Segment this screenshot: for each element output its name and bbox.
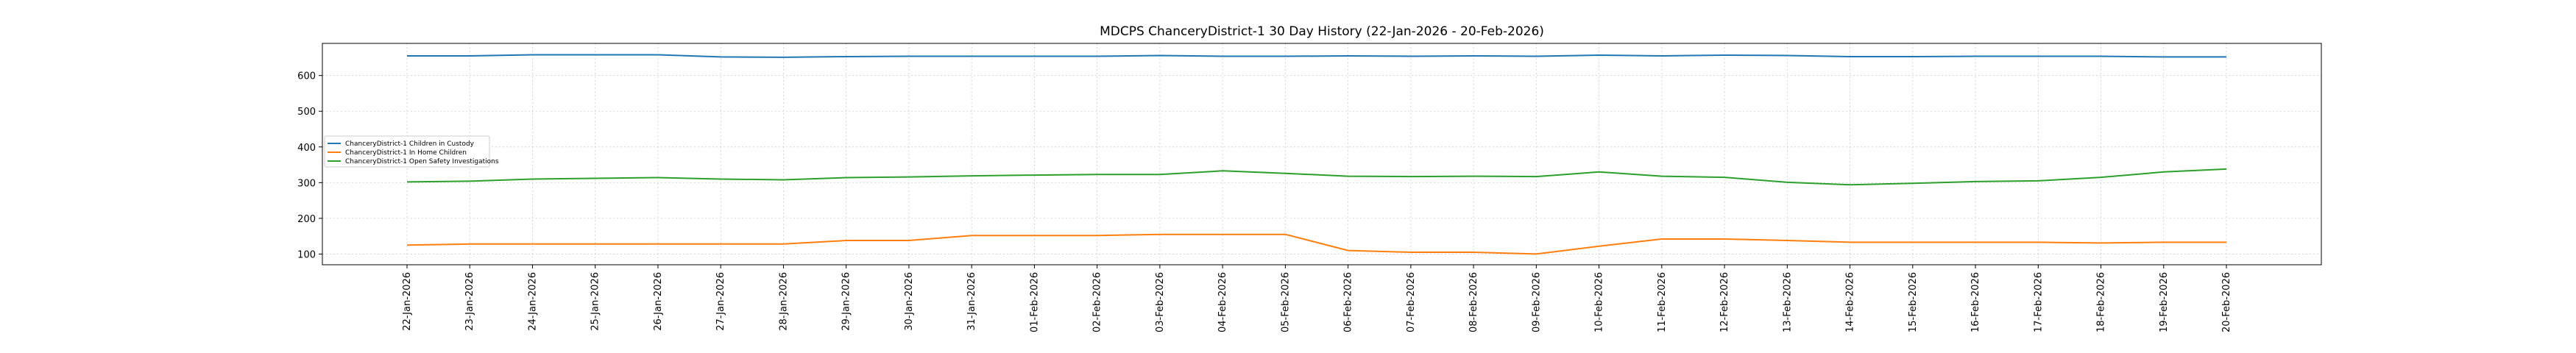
x-tick-label: 05-Feb-2026 xyxy=(1280,272,1291,332)
x-tick-label: 10-Feb-2026 xyxy=(1594,272,1605,332)
grid-layer xyxy=(322,43,2321,265)
plot-frame xyxy=(322,43,2322,265)
y-tick-label: 400 xyxy=(297,143,316,154)
x-tick-label: 24-Jan-2026 xyxy=(527,272,538,331)
series-layer xyxy=(406,54,2227,255)
x-tick-label: 11-Feb-2026 xyxy=(1657,272,1668,332)
y-tick-label: 500 xyxy=(297,107,316,118)
series-line-2 xyxy=(406,233,2226,255)
x-tick-label: 06-Feb-2026 xyxy=(1343,272,1354,332)
x-tick-label: 18-Feb-2026 xyxy=(2096,272,2107,332)
legend-label-2: ChanceryDistrict-1 In Home Children xyxy=(345,149,467,157)
x-tick-label: 16-Feb-2026 xyxy=(1970,272,1981,332)
x-tick-label: 27-Jan-2026 xyxy=(715,272,726,331)
y-tick-label: 100 xyxy=(297,249,316,260)
x-tick-label: 19-Feb-2026 xyxy=(2159,272,2170,332)
x-tick-label: 17-Feb-2026 xyxy=(2033,272,2044,332)
chart-title: MDCPS ChanceryDistrict-1 30 Day History … xyxy=(1100,24,1544,39)
legend-label-3: ChanceryDistrict-1 Open Safety Investiga… xyxy=(345,158,499,165)
x-tick-label: 04-Feb-2026 xyxy=(1217,272,1228,332)
x-tick-label: 28-Jan-2026 xyxy=(778,272,789,331)
y-tick-label: 600 xyxy=(297,71,316,82)
x-tick-label: 23-Jan-2026 xyxy=(464,272,475,331)
y-tick-label: 200 xyxy=(297,214,316,225)
x-tick-label: 15-Feb-2026 xyxy=(1908,272,1919,332)
x-tick-label: 29-Jan-2026 xyxy=(841,272,852,331)
y-tick-label: 300 xyxy=(297,178,316,189)
legend-box xyxy=(324,135,490,168)
x-tick-label: 26-Jan-2026 xyxy=(653,272,664,331)
x-tick-label: 02-Feb-2026 xyxy=(1092,272,1103,332)
x-tick-label: 25-Jan-2026 xyxy=(590,272,601,331)
x-tick-label: 03-Feb-2026 xyxy=(1155,272,1166,332)
series-line-1 xyxy=(407,54,2226,58)
x-tick-label: 01-Feb-2026 xyxy=(1029,272,1040,332)
x-tick-label: 14-Feb-2026 xyxy=(1845,272,1856,332)
x-tick-label: 12-Feb-2026 xyxy=(1719,272,1730,332)
x-axis: 22-Jan-2026 23-Jan-2026 24-Jan-2026 25-Jan-… xyxy=(402,265,2232,332)
legend-label-1: ChanceryDistrict-1 Children in Custody xyxy=(345,140,475,148)
x-tick-label: 30-Jan-2026 xyxy=(904,272,915,331)
x-tick-label: 08-Feb-2026 xyxy=(1468,272,1479,332)
x-tick-label: 13-Feb-2026 xyxy=(1782,272,1793,332)
series-line-3 xyxy=(406,168,2227,186)
y-axis: 100 200 300 400 500 600 xyxy=(297,71,322,260)
x-tick-label: 22-Jan-2026 xyxy=(402,272,413,331)
x-tick-label: 31-Jan-2026 xyxy=(966,272,977,331)
x-tick-label: 07-Feb-2026 xyxy=(1406,272,1417,332)
x-tick-label: 20-Feb-2026 xyxy=(2221,272,2232,332)
legend: ChanceryDistrict-1 Children in CustodyCh… xyxy=(324,135,499,168)
x-tick-label: 09-Feb-2026 xyxy=(1531,272,1542,332)
